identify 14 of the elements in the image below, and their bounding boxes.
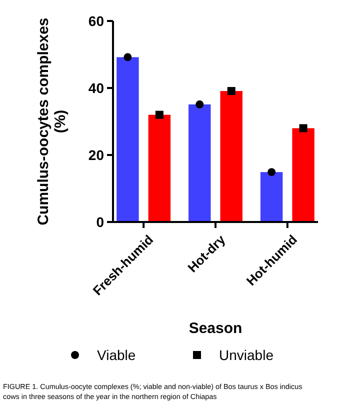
bar (188, 104, 211, 222)
legend-label: Unviable (219, 346, 274, 363)
y-axis-title: Cumulus-oocytes complexes (%) (35, 18, 69, 226)
legend-label: Viable (97, 346, 136, 363)
y-tick-label: 60 (88, 12, 104, 29)
y-tick-label: 40 (88, 80, 104, 96)
y-tick-label: 0 (96, 214, 104, 230)
bar (292, 128, 314, 222)
bar (148, 114, 171, 222)
bar (116, 57, 139, 222)
x-axis-title: Season (188, 320, 242, 337)
y-tick-label: 20 (88, 146, 104, 163)
bar (220, 91, 242, 222)
bar (260, 172, 283, 222)
